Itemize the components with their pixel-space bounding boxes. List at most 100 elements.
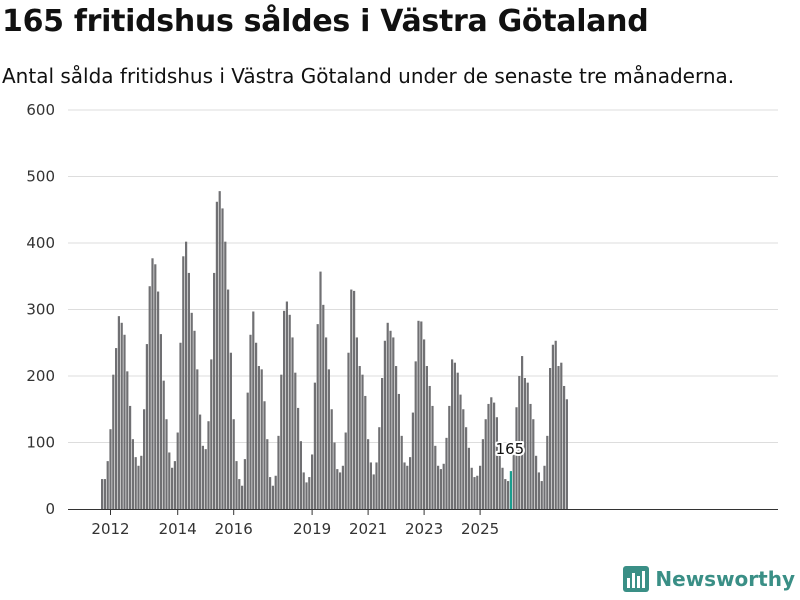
bar (201, 445, 204, 509)
bar (501, 467, 504, 509)
bar (344, 432, 347, 509)
bar (467, 447, 470, 509)
bar (498, 441, 501, 509)
bar (512, 447, 515, 509)
bar (367, 439, 370, 509)
bar (341, 465, 344, 509)
bar (420, 321, 423, 509)
y-tick-label: 500 (26, 168, 55, 186)
bar (288, 314, 291, 509)
bar (543, 465, 546, 509)
bar (414, 361, 417, 509)
bar (103, 479, 106, 509)
bar (425, 366, 428, 509)
bar (417, 320, 420, 509)
bar (313, 382, 316, 509)
bar (157, 291, 160, 509)
bar (252, 311, 255, 509)
y-tick-label: 600 (26, 101, 55, 119)
bar (409, 457, 412, 509)
bar (221, 208, 224, 510)
bar (145, 344, 148, 509)
bar (557, 366, 560, 509)
bar (453, 362, 456, 509)
bar (350, 289, 353, 509)
highlighted-bar (509, 471, 512, 509)
bar (490, 397, 493, 509)
bar (126, 371, 129, 509)
bar (140, 455, 143, 509)
bar (165, 419, 168, 509)
bar (137, 465, 140, 509)
bar (274, 475, 277, 509)
bar (159, 334, 162, 509)
bar (246, 392, 249, 509)
bar (395, 366, 398, 509)
bar (218, 191, 221, 509)
bar (484, 419, 487, 509)
bar (361, 374, 364, 509)
bar (280, 374, 283, 509)
bar (271, 485, 274, 509)
bar (283, 310, 286, 509)
bar (302, 472, 305, 509)
bar (336, 469, 339, 509)
bar (305, 482, 308, 509)
bar (526, 382, 529, 509)
bar (476, 475, 479, 509)
bar (199, 414, 202, 509)
bar (182, 256, 185, 509)
bar (358, 366, 361, 509)
bar (235, 461, 238, 509)
bar (243, 459, 246, 509)
bar (428, 385, 431, 509)
bar (470, 467, 473, 509)
bar (551, 344, 554, 509)
bar (473, 477, 476, 509)
bar (507, 481, 510, 509)
bar (168, 452, 171, 509)
bar (546, 435, 549, 509)
bar (269, 477, 272, 509)
bar (291, 337, 294, 509)
bar (173, 461, 176, 509)
bar (532, 419, 535, 509)
bar (134, 457, 137, 509)
bar (403, 462, 406, 509)
bar (364, 395, 367, 509)
y-tick-label: 0 (45, 500, 55, 518)
bar (207, 421, 210, 509)
y-tick-label: 100 (26, 434, 55, 452)
bar (297, 407, 300, 509)
bar (106, 461, 109, 509)
bar (129, 405, 132, 509)
bar (215, 201, 218, 509)
bar (369, 462, 372, 509)
bar (347, 352, 350, 509)
bar (117, 316, 120, 509)
bar (353, 290, 356, 509)
bar (537, 472, 540, 509)
bar (151, 258, 154, 509)
bar (372, 474, 375, 509)
bar (549, 368, 552, 509)
bar (227, 289, 230, 509)
bar (330, 409, 333, 509)
bar (109, 429, 112, 509)
bar (148, 286, 151, 509)
bar (451, 359, 454, 509)
bar (378, 427, 381, 509)
bar (386, 322, 389, 509)
y-tick-label: 400 (26, 234, 55, 252)
bar (397, 393, 400, 509)
bar (263, 401, 266, 509)
bar (308, 477, 311, 509)
bar (143, 409, 146, 509)
bar (115, 348, 118, 509)
bar (392, 337, 395, 509)
bar (423, 339, 426, 509)
bar (515, 407, 518, 509)
bar (299, 441, 302, 509)
bar (229, 352, 232, 509)
